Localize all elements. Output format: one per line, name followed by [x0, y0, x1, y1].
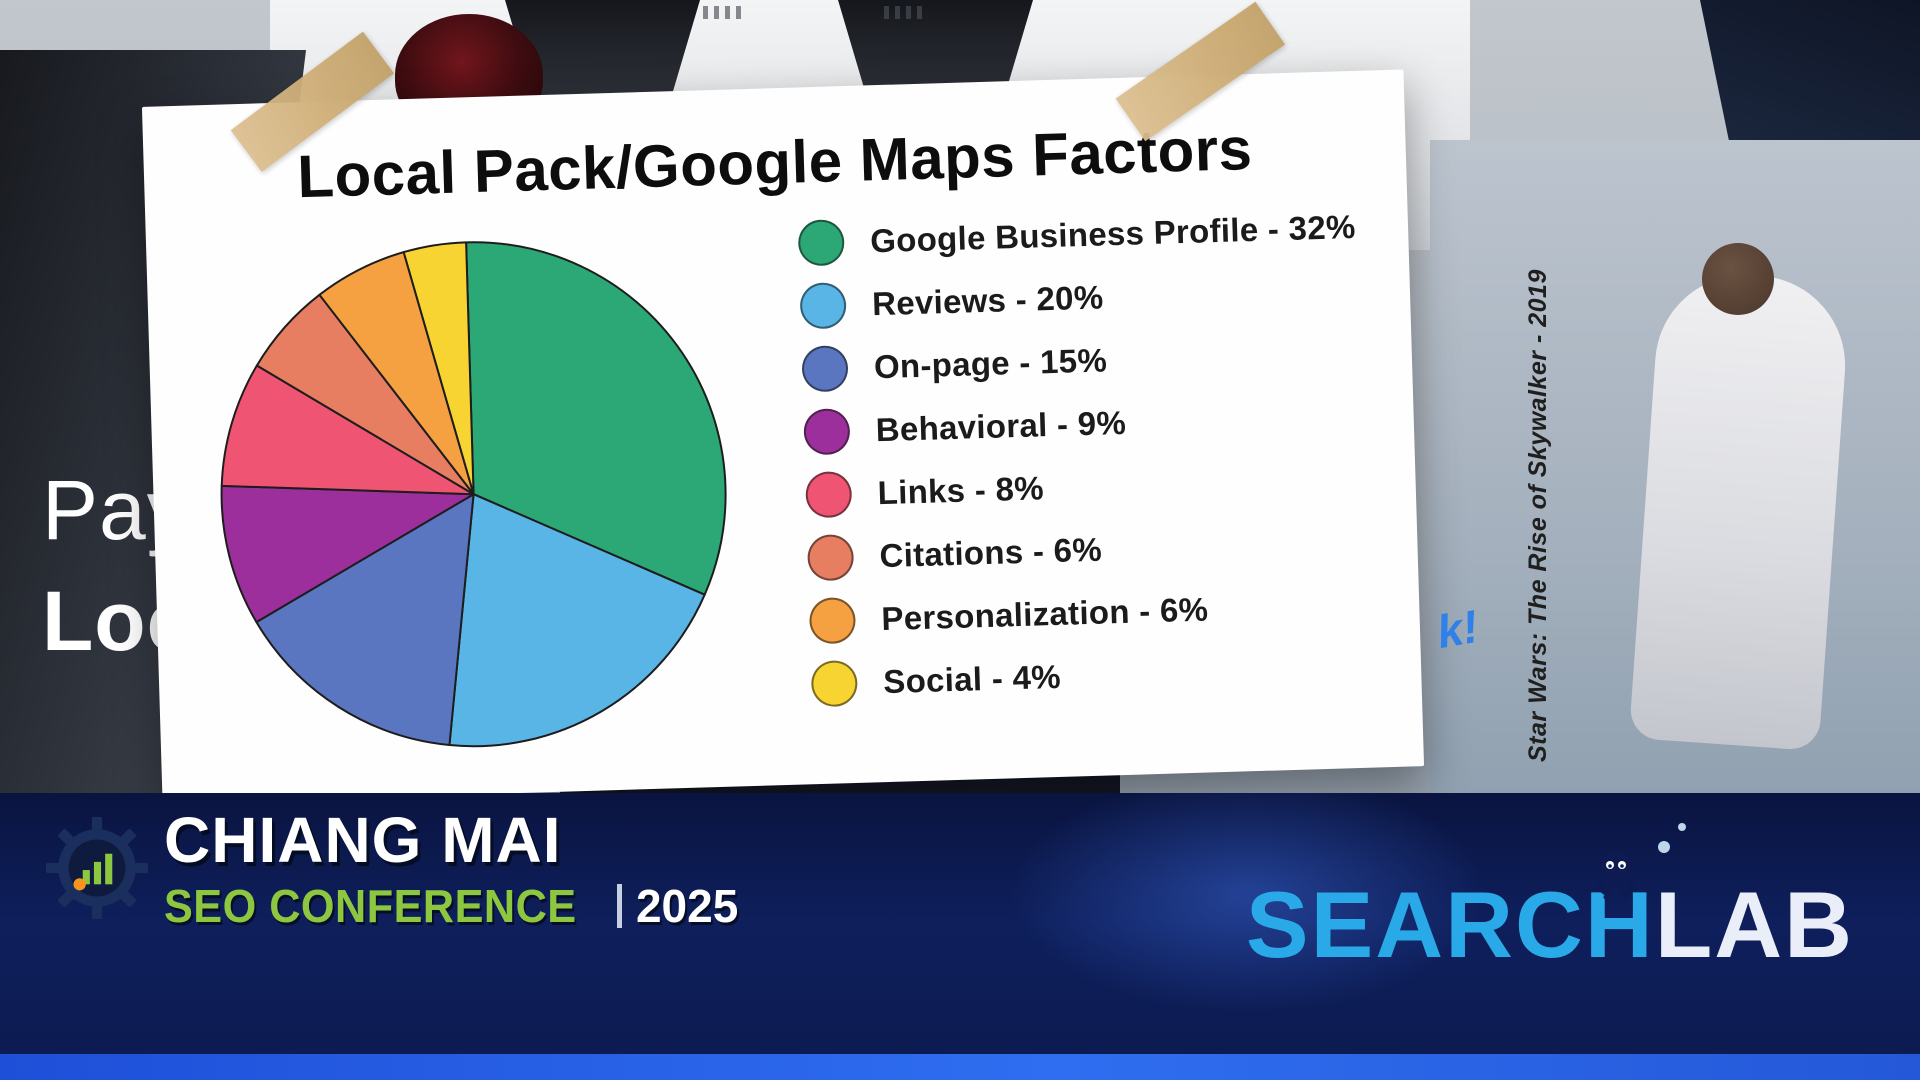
machinery-marks — [884, 6, 922, 19]
footer-bar: CHIANG MAI SEO CONFERENCE 2025 SEARCHLAB — [0, 793, 1920, 1080]
conference-name: CHIANG MAI — [164, 804, 562, 876]
legend-label: Social - 4% — [882, 657, 1062, 701]
legend-item-on-page: On-page - 15% — [801, 330, 1360, 393]
pie-slice-social — [402, 241, 475, 496]
legend-swatch — [801, 345, 849, 393]
legend-item-behavioral: Behavioral - 9% — [803, 393, 1362, 456]
bubble-icon — [1677, 823, 1686, 831]
legend-label: On-page - 15% — [873, 341, 1108, 386]
pie-slice-on-page — [255, 493, 475, 747]
brand-lab: LAB — [1654, 872, 1854, 977]
background-figure-head — [1702, 243, 1774, 315]
pie-slice-google-business-profile — [465, 241, 727, 596]
brand-search: SEARCH — [1245, 872, 1655, 977]
conference-year: 2025 — [635, 880, 739, 932]
conference-subtitle: SEO CONFERENCE — [164, 880, 577, 932]
footer-accent-strip — [0, 1054, 1920, 1080]
legend-label: Google Business Profile - 32% — [869, 207, 1357, 260]
searchlab-logo: SEARCHLAB — [1245, 823, 1854, 979]
pie-slice-links — [220, 364, 475, 496]
pie-slice-behavioral — [220, 484, 475, 624]
chart-card: Local Pack/Google Maps Factors Google Bu… — [141, 1, 1425, 804]
legend-item-citations: Citations - 6% — [806, 519, 1366, 582]
chart-body: Google Business Profile - 32% Reviews - 2… — [146, 198, 1423, 763]
pie-chart — [206, 227, 741, 762]
background-figure-right — [1628, 268, 1852, 752]
legend-item-google-business-profile: Google Business Profile - 32% — [797, 204, 1357, 267]
legend-swatch — [805, 470, 853, 519]
machinery-marks — [703, 6, 741, 19]
legend-item-links: Links - 8% — [805, 456, 1364, 519]
conference-text: CHIANG MAI SEO CONFERENCE 2025 — [164, 803, 738, 933]
conference-divider — [616, 884, 622, 928]
pie-slice-reviews — [448, 493, 706, 748]
legend-label: Citations - 6% — [879, 530, 1103, 575]
chart-title: Local Pack/Google Maps Factors — [296, 114, 1254, 211]
legend-label: Links - 8% — [877, 469, 1045, 512]
legend-item-social: Social - 4% — [810, 645, 1370, 708]
conference-subtitle-row: SEO CONFERENCE 2025 — [164, 879, 738, 933]
legend-item-reviews: Reviews - 20% — [799, 267, 1358, 330]
pie-chart-svg — [220, 241, 727, 748]
legend-item-personalization: Personalization - 6% — [808, 582, 1368, 645]
gear-icon — [46, 817, 148, 919]
legend-swatch — [806, 533, 855, 582]
photo-credit: Star Wars: The Rise of Skywalker - 2019 — [1524, 269, 1552, 762]
legend-swatch — [803, 408, 851, 456]
legend-swatch — [810, 659, 859, 708]
legend-swatch — [797, 219, 845, 267]
chart-legend: Google Business Profile - 32% Reviews - 2… — [797, 204, 1370, 708]
legend-label: Personalization - 6% — [880, 590, 1209, 638]
legend-label: Behavioral - 9% — [875, 403, 1127, 449]
octopus-icon — [1598, 851, 1634, 900]
legend-label: Reviews - 20% — [871, 278, 1104, 323]
bubble-icon — [1657, 841, 1670, 853]
legend-swatch — [799, 282, 847, 330]
legend-swatch — [808, 596, 857, 645]
conference-logo: CHIANG MAI SEO CONFERENCE 2025 — [46, 803, 738, 933]
